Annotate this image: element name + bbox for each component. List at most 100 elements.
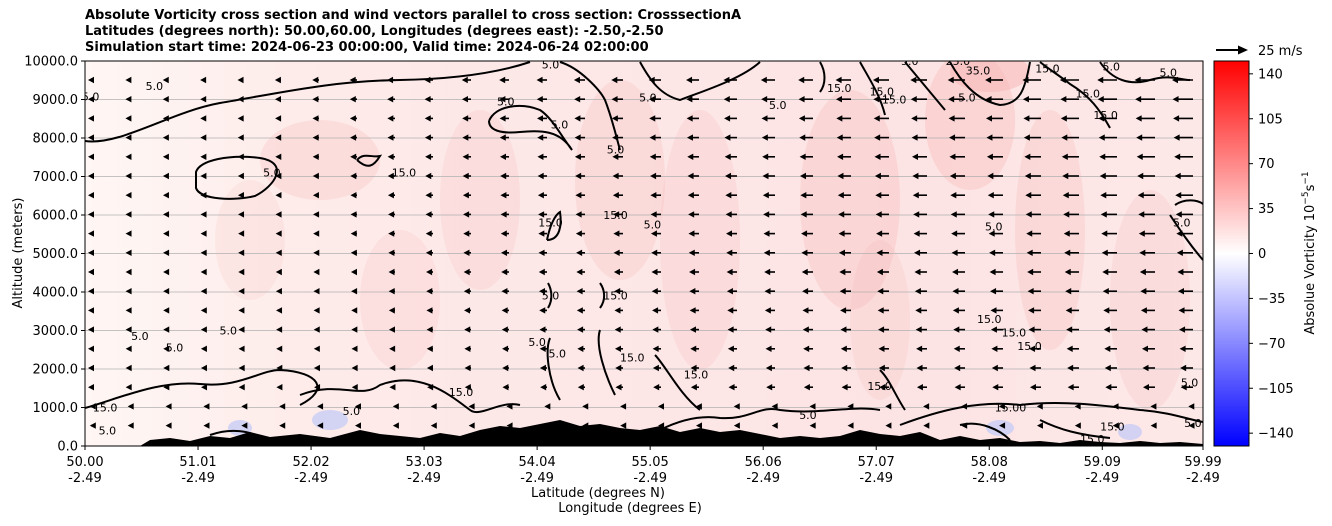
wind-vector-head (425, 230, 432, 237)
wind-vector-head (1028, 307, 1035, 314)
wind-vector (500, 172, 509, 180)
wind-vector-head (725, 192, 732, 199)
wind-vector-head (464, 326, 471, 333)
wind-vector-head (1138, 211, 1145, 218)
wind-vector-head (313, 249, 320, 256)
wind-vector-head (88, 192, 94, 199)
wind-vector-head (125, 288, 132, 295)
wind-vector (1098, 115, 1117, 122)
x-tick-label-latitude: 59.99 (1184, 455, 1221, 470)
wind-vector-head (312, 96, 319, 103)
wind-vector (351, 326, 358, 333)
contour-label: 15.0 (93, 401, 118, 414)
wind-vector (841, 384, 851, 391)
wind-vector-head (425, 211, 432, 218)
wind-vector (915, 307, 927, 314)
wind-vector-head (388, 268, 395, 276)
wind-vector (614, 307, 623, 314)
contour-line (546, 210, 562, 241)
wind-vector (803, 384, 813, 391)
wind-vector-head (990, 326, 997, 333)
wind-vector (162, 134, 169, 141)
wind-vector (388, 288, 395, 295)
wind-vector-head (724, 153, 731, 160)
wind-vector (726, 288, 737, 295)
wind-vector (162, 153, 169, 160)
wind-vector-head (275, 230, 282, 237)
wind-vector-head (1066, 326, 1073, 333)
wind-vector (799, 153, 813, 160)
wind-vector (1138, 230, 1155, 237)
wind-vector (575, 172, 585, 180)
wind-vector-head (388, 211, 395, 218)
wind-vector (763, 211, 775, 218)
wind-vector-head (765, 364, 772, 372)
wind-vector-head (652, 307, 659, 314)
wind-vector (948, 115, 965, 122)
wind-vector (1179, 326, 1193, 333)
wind-vector-head (349, 76, 356, 84)
wind-vector (200, 76, 207, 84)
wind-vector-head (686, 96, 693, 103)
wind-vector (425, 192, 433, 199)
wind-vector-head (424, 115, 431, 122)
wind-vector-head (1178, 307, 1185, 314)
wind-vector (165, 422, 172, 429)
wind-vector (424, 76, 433, 84)
wind-vector (652, 326, 661, 333)
wind-vector (911, 115, 927, 122)
wind-vector (500, 230, 509, 237)
wind-vector-head (620, 422, 627, 429)
wind-vector-head (835, 76, 842, 84)
wind-vector (878, 345, 889, 352)
wind-vector (728, 384, 737, 391)
wind-vector (798, 76, 813, 84)
wind-vector-head (951, 230, 958, 237)
wind-vector-head (577, 345, 584, 352)
wind-vector (313, 211, 320, 218)
y-tick-label: 3000.0 (33, 324, 79, 339)
wind-vector-head (575, 211, 582, 218)
wind-vector (999, 422, 1006, 429)
wind-vector (725, 172, 737, 180)
wind-vector (914, 249, 927, 256)
wind-vector-head (163, 249, 170, 256)
contour-label: 5.0 (607, 143, 625, 156)
wind-vector (574, 153, 585, 160)
wind-vector (125, 249, 132, 256)
wind-vector (1136, 134, 1155, 141)
wind-vector-head (354, 403, 361, 410)
wind-vector-head (766, 384, 773, 391)
wind-vector-head (1065, 307, 1072, 314)
wind-vector (653, 384, 661, 391)
wind-vector (990, 288, 1003, 295)
wind-vector (952, 268, 965, 276)
wind-vector-head (88, 96, 94, 103)
wind-vector (998, 403, 1005, 410)
wind-vector (650, 211, 661, 218)
wind-vector-head (878, 326, 885, 333)
wind-vector-head (725, 172, 732, 180)
wind-vector-head (88, 153, 94, 160)
wind-vector-head (88, 172, 94, 180)
colorbar-tick-label: 70 (1258, 157, 1275, 172)
wind-vector (1176, 249, 1193, 256)
vorticity-patch (575, 80, 665, 280)
wind-vector-head (463, 230, 470, 237)
wind-vector-head (351, 364, 358, 372)
contour-line (949, 61, 1031, 107)
wind-vector-head (241, 403, 248, 410)
wind-vector (840, 326, 851, 333)
wind-vector (425, 249, 433, 256)
wind-vector-head (349, 115, 356, 122)
wind-vector (163, 230, 170, 237)
wind-vector-head (537, 172, 544, 180)
wind-vector (464, 345, 471, 352)
contour-label: 5.0 (1102, 61, 1120, 74)
wind-vector-head (426, 364, 433, 372)
wind-vector-head (430, 403, 437, 410)
colorbar-tick-label: 35 (1258, 202, 1275, 217)
wind-vector-head (1138, 230, 1145, 237)
contour-line (859, 61, 886, 116)
wind-vector (733, 403, 740, 410)
